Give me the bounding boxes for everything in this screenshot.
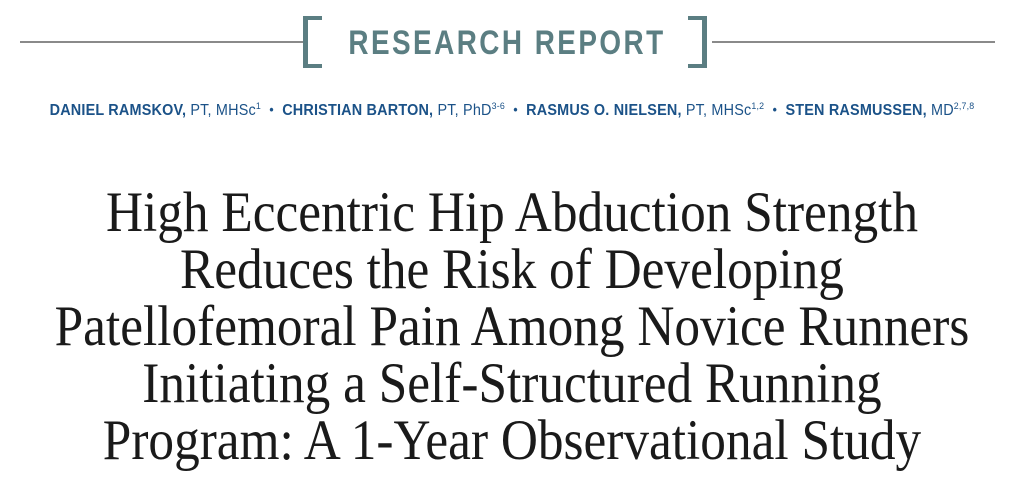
author-name: CHRISTIAN BARTON, bbox=[282, 102, 434, 119]
author-affiliation-superscript: 1 bbox=[255, 100, 262, 112]
author-name: DANIEL RAMSKOV, bbox=[49, 102, 187, 119]
journal-section-masthead: RESEARCH REPORT bbox=[0, 0, 1024, 95]
section-heading: RESEARCH REPORT bbox=[348, 24, 666, 62]
author-credentials: MD bbox=[926, 102, 954, 119]
bullet-separator-icon: • bbox=[772, 102, 778, 117]
article-title-line-4: Initiating a Self-Structured Running bbox=[142, 352, 882, 415]
article-title-line-5: Program: A 1-Year Observational Study bbox=[102, 409, 922, 472]
author-credentials: PT, MHSc bbox=[681, 102, 752, 119]
article-title-line-2: Reduces the Risk of Developing bbox=[180, 238, 844, 301]
article-title: High Eccentric Hip Abduction Strength Re… bbox=[0, 184, 1024, 469]
article-title-line-1: High Eccentric Hip Abduction Strength bbox=[105, 181, 919, 244]
author-3: RASMUS O. NIELSEN, PT, MHSc1,2 bbox=[526, 102, 764, 119]
author-4: STEN RASMUSSEN, MD2,7,8 bbox=[785, 102, 974, 119]
author-credentials: PT, PhD bbox=[433, 102, 492, 119]
bullet-separator-icon: • bbox=[513, 102, 518, 117]
masthead-rule-right bbox=[712, 41, 995, 43]
author-credentials: PT, MHSc bbox=[186, 102, 256, 119]
masthead-rule-left bbox=[20, 41, 303, 43]
left-bracket-icon bbox=[303, 16, 322, 68]
author-2: CHRISTIAN BARTON, PT, PhD3-6 bbox=[282, 102, 505, 119]
bullet-separator-icon: • bbox=[269, 102, 274, 117]
author-affiliation-superscript: 1,2 bbox=[751, 100, 765, 112]
right-bracket-icon bbox=[688, 16, 707, 68]
author-name: STEN RASMUSSEN, bbox=[785, 102, 927, 119]
author-1: DANIEL RAMSKOV, PT, MHSc1 bbox=[50, 102, 261, 119]
author-byline: DANIEL RAMSKOV, PT, MHSc1 • CHRISTIAN BART… bbox=[36, 102, 988, 120]
author-affiliation-superscript: 3-6 bbox=[491, 100, 505, 112]
article-title-line-3: Patellofemoral Pain Among Novice Runners bbox=[54, 295, 970, 358]
author-name: RASMUS O. NIELSEN, bbox=[526, 102, 682, 119]
author-affiliation-superscript: 2,7,8 bbox=[953, 100, 975, 112]
